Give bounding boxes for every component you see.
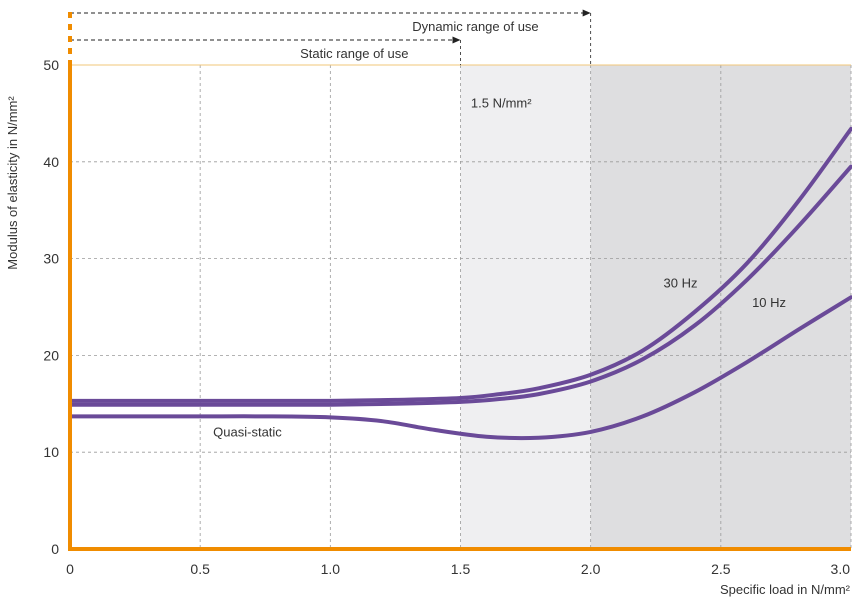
y-tick-label: 0 <box>51 541 59 557</box>
series-curves <box>68 126 852 441</box>
grid-lines <box>70 65 852 549</box>
y-tick-label: 20 <box>43 347 59 363</box>
annotation-label: 1.5 N/mm² <box>471 96 532 111</box>
x-tick-label: 3.0 <box>831 561 851 577</box>
x-tick-label: 2.0 <box>581 561 601 577</box>
range-arrow-head <box>452 36 461 44</box>
x-tick-label: 1.5 <box>451 561 471 577</box>
annotation-label: Quasi-static <box>213 425 282 440</box>
range-of-use-markers: Dynamic range of use Static range of use <box>68 9 592 65</box>
y-tick-label: 30 <box>43 251 59 267</box>
shaded-regions <box>460 65 851 549</box>
x-tick-label: 0.5 <box>190 561 210 577</box>
x-tick-labels: 0 0.5 1.0 1.5 2.0 2.5 3.0 <box>66 561 850 577</box>
annotations: 1.5 N/mm² 30 Hz 10 Hz Quasi-static <box>213 96 786 440</box>
y-tick-label: 10 <box>43 444 59 460</box>
series-line-0 <box>68 126 852 403</box>
x-tick-label: 2.5 <box>711 561 731 577</box>
y-tick-label: 50 <box>43 57 59 73</box>
range-label: Dynamic range of use <box>412 19 538 34</box>
x-tick-label: 1.0 <box>321 561 341 577</box>
range-label: Static range of use <box>300 46 408 61</box>
range-arrow-head <box>582 9 591 17</box>
y-tick-label: 40 <box>43 154 59 170</box>
annotation-label: 30 Hz <box>664 276 698 291</box>
x-axis-label: Specific load in N/mm² <box>720 582 851 597</box>
x-tick-label: 0 <box>66 561 74 577</box>
series-line-1 <box>68 164 852 407</box>
y-tick-labels: 0 10 20 30 40 50 <box>43 57 59 557</box>
series-line-2 <box>68 295 852 441</box>
shaded-region-0 <box>460 65 591 549</box>
axes <box>68 65 851 551</box>
y-axis-label: Modulus of elasticity in N/mm² <box>5 96 20 270</box>
annotation-label: 10 Hz <box>752 295 786 310</box>
